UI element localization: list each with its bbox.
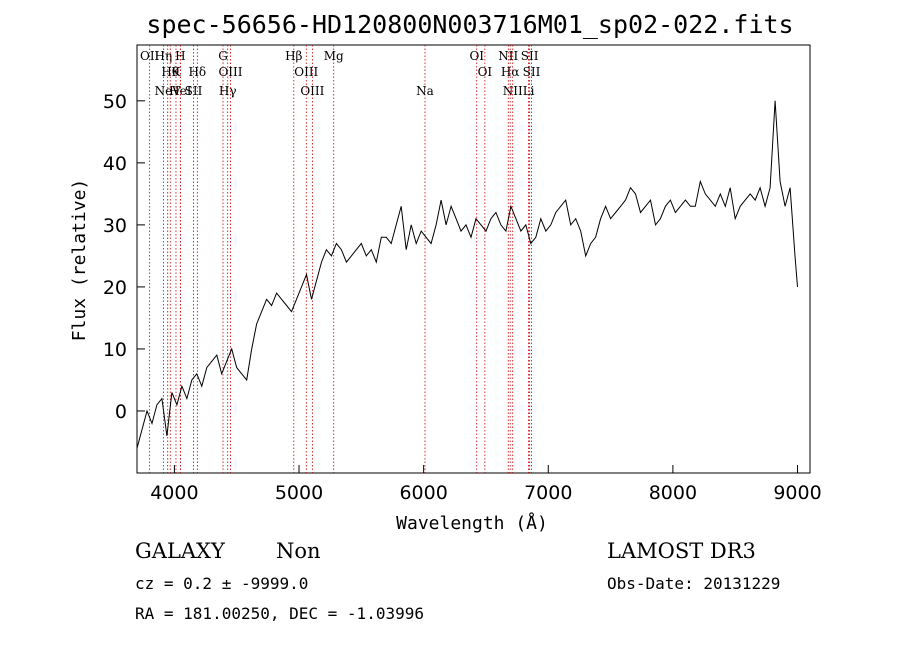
emission-line-label: Hδ	[188, 65, 206, 79]
emission-line-label: NII	[498, 49, 518, 63]
emission-line-label: Mg	[324, 49, 344, 63]
emission-line-label: NII	[503, 84, 523, 98]
emission-line-label: Na	[416, 84, 434, 98]
object-class: GALAXY	[135, 539, 226, 563]
emission-line-label: HeI	[169, 84, 192, 98]
survey-name: LAMOST DR3	[607, 539, 756, 563]
emission-line-label: Hγ	[219, 84, 237, 98]
x-tick-label: 5000	[275, 482, 323, 504]
y-tick-label: 30	[103, 215, 127, 237]
x-tick-label: 9000	[773, 482, 821, 504]
emission-line-label: OI	[469, 49, 484, 63]
y-tick-label: 20	[103, 277, 127, 299]
emission-line-label: SII	[523, 65, 541, 79]
emission-line-label: Hβ	[285, 49, 302, 63]
emission-line-label: SII	[521, 49, 539, 63]
emission-line-label: OIII	[294, 65, 318, 79]
coordinates-readout: RA = 181.00250, DEC = -1.03996	[135, 604, 424, 623]
y-axis-label: Flux (relative)	[69, 179, 90, 342]
y-tick-label: 0	[115, 401, 127, 423]
observation-date: Obs-Date: 20131229	[607, 574, 780, 593]
redshift-readout: cz = 0.2 ± -9999.0	[135, 574, 308, 593]
emission-line-label: SII	[185, 84, 203, 98]
emission-line-label: OI	[478, 65, 493, 79]
x-axis-ticks: 4000 5000 6000 7000 8000 9000	[150, 465, 822, 504]
emission-line-label: Hη	[155, 49, 173, 63]
x-tick-label: 6000	[399, 482, 447, 504]
x-tick-label: 8000	[649, 482, 697, 504]
y-tick-label: 50	[103, 91, 127, 113]
emission-line-label: Li	[523, 84, 535, 98]
emission-line-markers	[149, 45, 532, 473]
object-subclass: Non	[276, 539, 321, 563]
emission-line-label: OIII	[300, 84, 324, 98]
emission-line-label: OIII	[218, 65, 242, 79]
y-tick-label: 40	[103, 153, 127, 175]
y-tick-label: 10	[103, 339, 127, 361]
spectrum-line	[136, 100, 798, 449]
emission-line-label: K	[171, 65, 181, 79]
emission-line-label: G	[218, 49, 228, 63]
emission-line-label: OII	[140, 49, 160, 63]
emission-line-label: NeV	[155, 84, 182, 98]
plot-frame	[136, 44, 811, 474]
x-tick-label: 7000	[524, 482, 572, 504]
emission-line-label: Hα	[501, 65, 520, 79]
x-axis-label: Wavelength (Å)	[396, 512, 548, 534]
x-tick-label: 4000	[150, 482, 198, 504]
y-axis-ticks: 0 10 20 30 40 50	[103, 91, 145, 423]
emission-line-label: H	[175, 49, 185, 63]
emission-line-label: Hθ	[161, 65, 179, 79]
chart-title: spec-56656-HD120800N003716M01_sp02-022.f…	[146, 10, 793, 39]
